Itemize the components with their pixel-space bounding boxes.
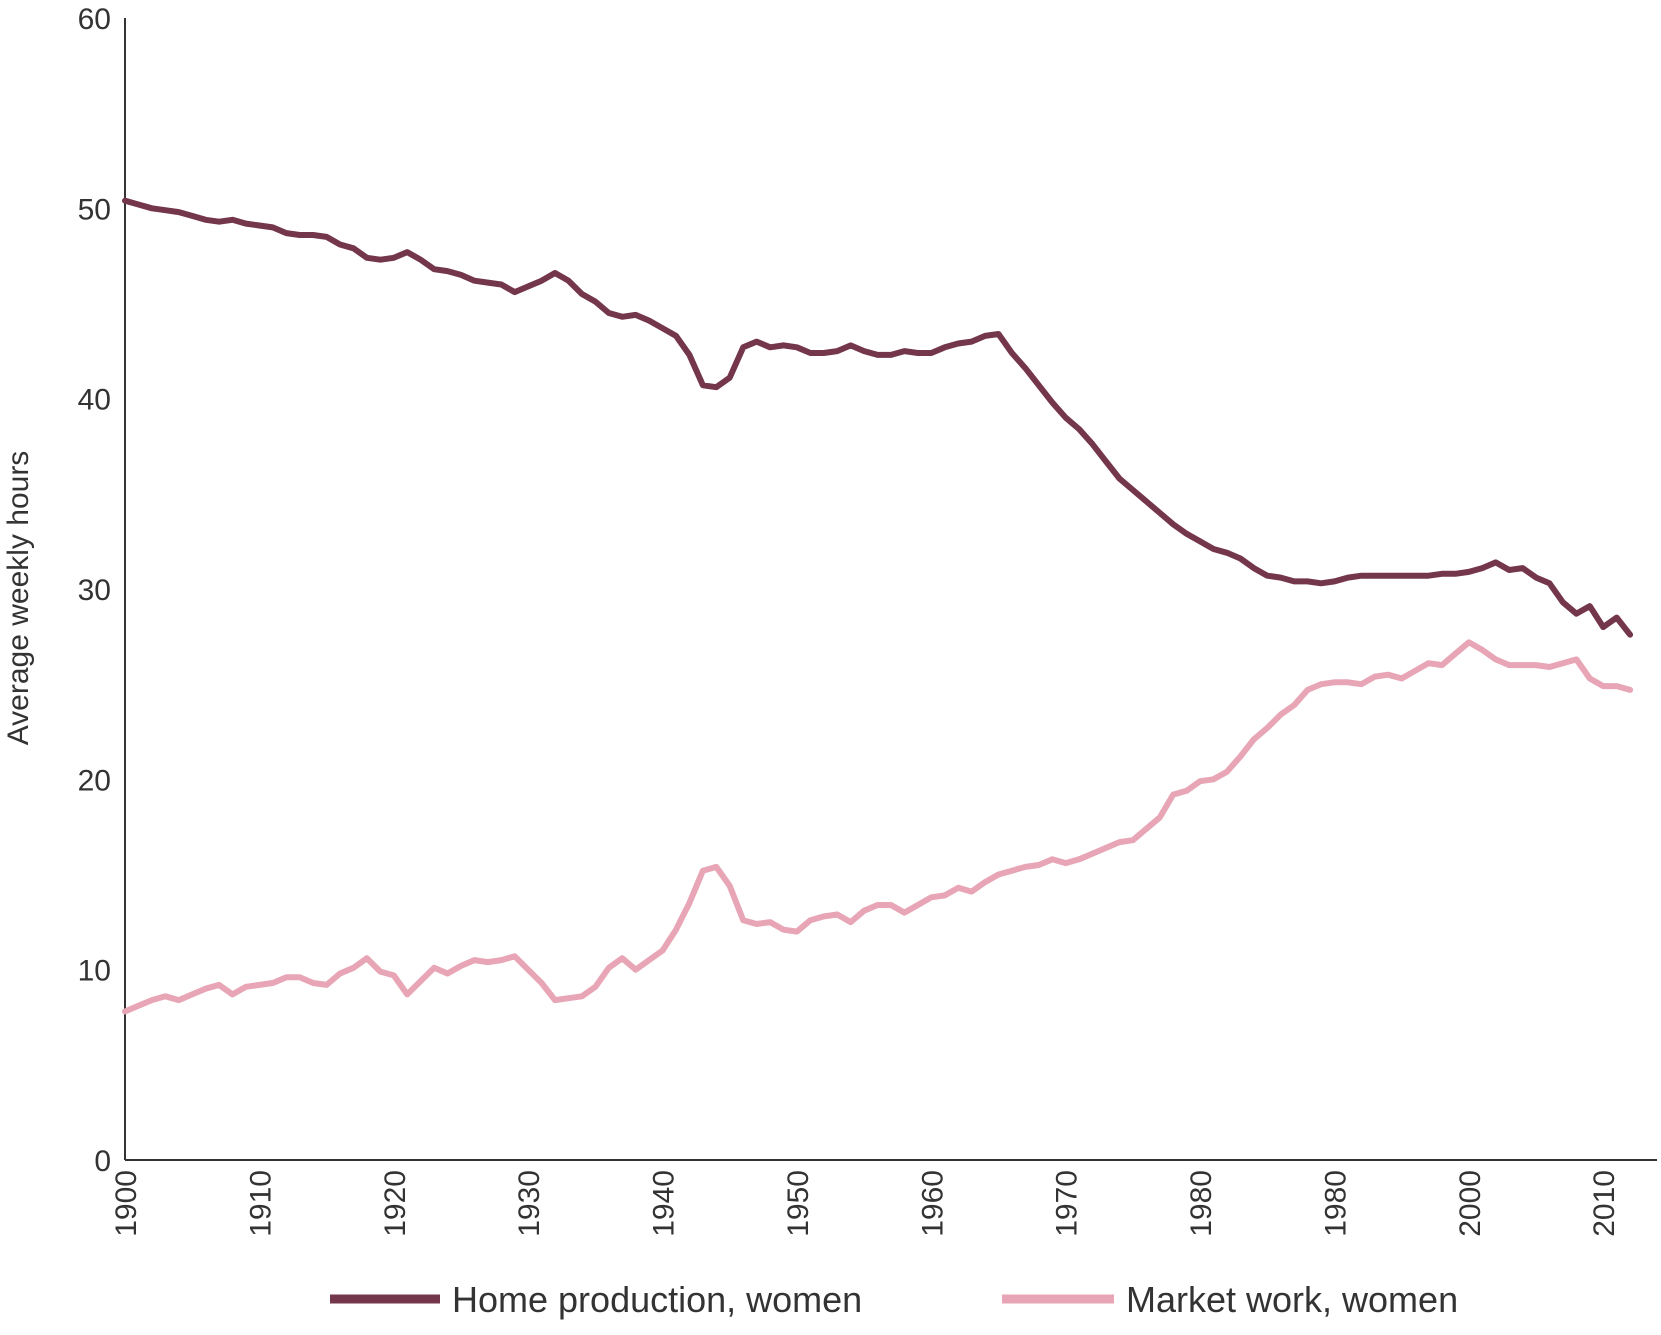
y-axis-title: Average weekly hours [2,451,35,746]
y-tick-label: 0 [94,1145,111,1178]
x-tick-label: 1920 [379,1170,412,1237]
x-axis: 1900 1910 1920 1930 1940 1950 1960 1970 1980 1980… [110,1159,1657,1237]
y-tick-label: 40 [78,384,111,417]
x-tick-label: 1980 [1185,1170,1218,1237]
legend-label: Market work, women [1126,1279,1458,1320]
x-tick-label: 1970 [1051,1170,1084,1237]
x-tick-label: 1960 [916,1170,949,1237]
y-tick-label: 30 [78,574,111,607]
x-tick-label: 1940 [648,1170,681,1237]
x-tick-label: 1950 [782,1170,815,1237]
legend-item: Market work, women [1002,1279,1458,1320]
x-tick-label: 2010 [1588,1170,1621,1237]
x-tick-label: 1900 [110,1170,143,1237]
y-tick-label: 20 [78,764,111,797]
series-line-market-work [122,639,1634,1015]
x-tick-label: 1910 [244,1170,277,1237]
x-tick-label: 1930 [513,1170,546,1237]
series-lines [122,197,1634,1015]
series-line-home-production [122,197,1634,638]
legend-label: Home production, women [452,1279,862,1320]
x-tick-label: 2000 [1454,1170,1487,1237]
y-tick-label: 50 [78,193,111,226]
x-tick-label: 1980 [1319,1170,1352,1237]
legend: Home production, women Market work, women [330,1279,1458,1320]
y-tick-label: 60 [78,3,111,36]
legend-item: Home production, women [330,1279,862,1320]
y-tick-label: 10 [78,955,111,988]
y-axis: 0 10 20 30 40 50 60 [78,3,126,1178]
